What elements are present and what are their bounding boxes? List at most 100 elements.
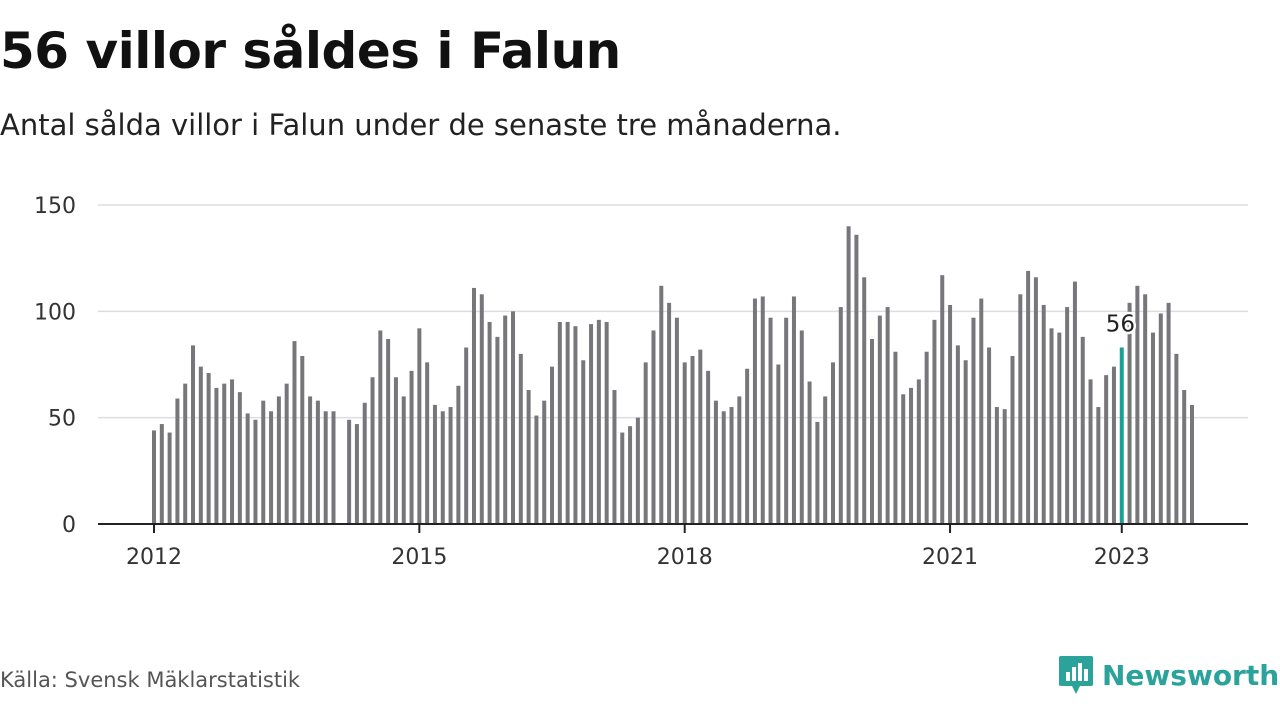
bar — [885, 307, 890, 524]
bar — [354, 424, 359, 524]
bar — [1088, 379, 1093, 524]
bar — [909, 387, 914, 524]
bar — [573, 326, 578, 524]
bar — [370, 377, 375, 524]
bar — [440, 411, 445, 524]
bar — [737, 396, 742, 524]
bar — [237, 392, 242, 524]
bar — [1041, 304, 1046, 524]
bar — [425, 362, 430, 524]
bar — [823, 396, 828, 524]
bar — [378, 330, 383, 524]
bar — [323, 411, 328, 524]
bar — [511, 311, 516, 524]
bar — [253, 419, 258, 524]
bar — [518, 353, 523, 524]
bar — [979, 298, 984, 524]
bar — [1018, 294, 1023, 524]
bar — [487, 321, 492, 524]
highlight-value-label: 56 — [1106, 311, 1135, 337]
bar — [1127, 302, 1132, 524]
y-tick-label: 50 — [48, 407, 76, 432]
bar — [1135, 285, 1140, 524]
x-tick-label: 2015 — [391, 545, 447, 570]
bar — [1096, 407, 1101, 524]
bar — [347, 419, 352, 524]
bar — [667, 302, 672, 524]
bar — [807, 381, 812, 524]
bar — [862, 277, 867, 524]
bar — [596, 319, 601, 524]
bar — [245, 413, 250, 524]
bar — [651, 330, 656, 524]
chart-subtitle: Antal sålda villor i Falun under de sena… — [0, 108, 842, 142]
bar — [386, 338, 391, 524]
bar — [901, 394, 906, 524]
bar — [612, 390, 617, 524]
y-axis-ticks: 0 50 100 150 — [34, 194, 76, 538]
bar — [1143, 294, 1148, 524]
source-note: Källa: Svensk Mäklarstatistik — [0, 668, 301, 692]
bar — [1104, 375, 1109, 524]
bar — [706, 370, 711, 524]
bar — [1033, 277, 1038, 524]
bar — [214, 387, 219, 524]
bar — [674, 317, 679, 524]
bar — [604, 321, 609, 524]
bar — [940, 275, 945, 524]
bar — [550, 366, 555, 524]
bar — [870, 338, 875, 524]
bar — [1010, 355, 1015, 524]
bar — [799, 330, 804, 524]
bar — [534, 415, 539, 524]
chart-title: 56 villor såldes i Falun — [0, 22, 621, 80]
bar — [643, 362, 648, 524]
bar — [292, 341, 297, 524]
x-tick-label: 2023 — [1094, 545, 1150, 570]
bar — [877, 315, 882, 524]
bar — [1150, 332, 1155, 524]
bar — [987, 347, 992, 524]
newsworthy-logo-icon — [1059, 656, 1093, 694]
bar — [1049, 328, 1054, 524]
bar — [1190, 404, 1194, 524]
bar — [206, 373, 211, 524]
brand-name: Newsworthy — [1102, 658, 1280, 692]
bar — [1065, 307, 1070, 524]
bar — [971, 317, 976, 524]
bar — [471, 287, 476, 524]
bar — [331, 411, 336, 524]
bar — [815, 421, 820, 524]
bar — [300, 355, 305, 524]
bar — [752, 298, 757, 524]
bar — [503, 315, 508, 524]
data-labels: 56 — [1103, 309, 1137, 340]
bar — [635, 417, 640, 524]
bar — [191, 345, 196, 524]
bar — [152, 430, 156, 524]
bar — [167, 432, 172, 524]
bar — [963, 360, 968, 524]
bar — [628, 426, 633, 524]
bar — [557, 321, 562, 524]
bar — [620, 432, 625, 524]
x-tick-label: 2012 — [126, 545, 182, 570]
bar — [284, 383, 289, 524]
bar — [729, 407, 734, 524]
bar — [448, 407, 453, 524]
bar — [315, 400, 320, 524]
y-tick-label: 0 — [62, 513, 76, 538]
bar — [838, 307, 843, 524]
bar — [589, 324, 594, 524]
bar — [222, 383, 227, 524]
bar — [565, 321, 570, 524]
bar — [955, 345, 960, 524]
bar — [526, 390, 531, 524]
grid-lines — [98, 204, 1248, 419]
bar — [760, 296, 765, 524]
bar — [682, 362, 687, 524]
brand-logo[interactable]: Newsworthy — [1058, 652, 1280, 698]
bar — [948, 304, 953, 524]
bar — [432, 404, 437, 524]
bar — [698, 349, 703, 524]
